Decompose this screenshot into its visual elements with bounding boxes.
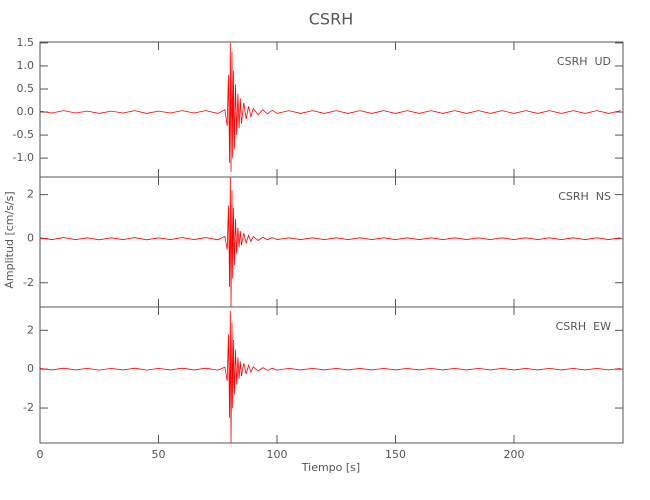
y-tick-label: 0.5 <box>17 82 35 95</box>
x-tick-label: 50 <box>151 448 165 461</box>
x-axis-label: Tiempo [s] <box>301 461 360 474</box>
chart-title: CSRH <box>309 10 353 29</box>
trace <box>39 42 621 172</box>
y-tick-label: -1.0 <box>13 151 34 164</box>
trace <box>39 176 621 308</box>
y-tick-label: -2 <box>23 401 34 414</box>
y-tick-label: 0.0 <box>17 105 35 118</box>
y-tick-label: 1.5 <box>17 36 35 49</box>
panel-frame <box>39 306 624 444</box>
panel-label: CSRH NS <box>558 190 611 203</box>
y-tick-label: 0 <box>27 232 34 245</box>
y-tick-label: 2 <box>27 323 34 336</box>
y-tick-label: 2 <box>27 188 34 201</box>
y-tick-label: -0.5 <box>13 128 34 141</box>
panel-frame <box>39 176 624 308</box>
x-tick-label: 200 <box>503 448 524 461</box>
x-tick-label: 100 <box>266 448 287 461</box>
y-tick-label: -2 <box>23 276 34 289</box>
panel-frame <box>39 41 624 178</box>
y-tick-label: 0 <box>27 362 34 375</box>
y-axis-label: Amplitud [cm/s/s] <box>3 191 16 288</box>
x-tick-label: 150 <box>385 448 406 461</box>
panel-label: CSRH UD <box>557 55 611 68</box>
panel-label: CSRH EW <box>556 320 612 333</box>
y-tick-label: 1.0 <box>17 59 35 72</box>
trace <box>39 310 621 444</box>
x-tick-label: 0 <box>37 448 44 461</box>
